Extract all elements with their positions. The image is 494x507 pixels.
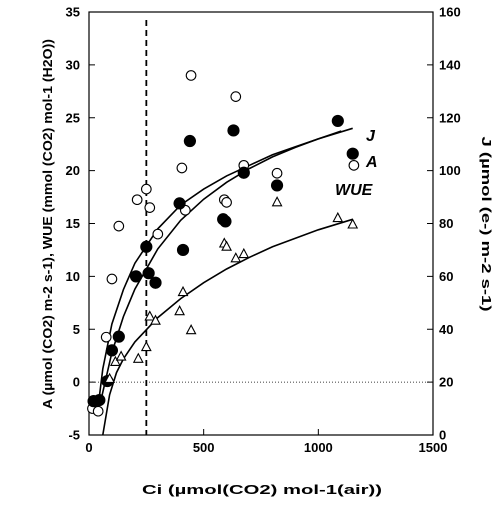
point-a bbox=[140, 240, 153, 253]
y-left-tick-label: 25 bbox=[66, 110, 80, 125]
curve-label-a: A bbox=[365, 154, 378, 171]
y-left-tick-label: 30 bbox=[66, 57, 80, 72]
point-wue bbox=[104, 372, 116, 383]
point-a bbox=[227, 124, 240, 137]
point-a bbox=[105, 344, 119, 357]
tick-labels: 0 500 1000 1500 -5 0 5 10 15 20 25 30 35 0 20 40 60 80 100… bbox=[66, 5, 461, 456]
point-a bbox=[183, 134, 197, 148]
point-wue bbox=[115, 350, 127, 361]
point-j bbox=[152, 228, 164, 240]
reference-lines bbox=[89, 20, 433, 435]
point-wue bbox=[132, 352, 144, 363]
y-left-tick-label: 35 bbox=[66, 5, 80, 20]
point-wue bbox=[177, 285, 189, 297]
point-a bbox=[93, 394, 106, 407]
point-j bbox=[348, 159, 360, 171]
point-a bbox=[219, 215, 232, 228]
point-wue bbox=[140, 340, 152, 352]
y-right-tick-label: 140 bbox=[439, 57, 461, 72]
point-a bbox=[331, 114, 344, 128]
point-a bbox=[142, 267, 155, 280]
point-j bbox=[131, 194, 143, 206]
point-wue bbox=[221, 240, 233, 251]
point-a bbox=[270, 179, 284, 192]
point-j bbox=[230, 91, 242, 102]
y-left-tick-label: 0 bbox=[73, 375, 80, 390]
point-j bbox=[106, 273, 118, 285]
point-wue bbox=[332, 211, 344, 223]
curve-label-wue: WUE bbox=[335, 182, 374, 199]
point-a bbox=[149, 276, 162, 289]
point-j bbox=[221, 197, 232, 208]
fit-curve-wue bbox=[102, 218, 353, 436]
point-wue bbox=[230, 252, 242, 263]
point-a bbox=[346, 147, 359, 160]
y-right-tick-label: 120 bbox=[439, 110, 461, 125]
y-right-tick-label: 100 bbox=[439, 163, 461, 178]
y-right-tick-label: 80 bbox=[439, 216, 453, 231]
point-wue bbox=[238, 247, 250, 259]
plot-frame bbox=[88, 11, 434, 436]
point-wue bbox=[109, 355, 121, 366]
point-j bbox=[185, 70, 197, 81]
x-tick-label: 1000 bbox=[304, 440, 333, 455]
y-right-tick-label: 20 bbox=[439, 375, 453, 390]
fit-curve-j bbox=[97, 130, 342, 406]
fit-curves bbox=[97, 127, 353, 436]
point-j bbox=[140, 183, 152, 195]
x-tick-label: 1500 bbox=[419, 440, 448, 455]
y-left-tick-label: 5 bbox=[73, 322, 80, 337]
point-j bbox=[176, 162, 188, 174]
point-j bbox=[271, 167, 283, 179]
point-j bbox=[144, 202, 156, 213]
point-a bbox=[112, 330, 125, 343]
right-axis-title: J (µmol (e-) m-2 s-1) bbox=[479, 137, 493, 312]
point-a bbox=[129, 270, 143, 283]
plot-border bbox=[88, 11, 434, 436]
y-left-tick-label: 10 bbox=[66, 269, 80, 284]
left-axis-title: A (µmol (CO2) m-2 s-1), WUE (mmol (CO2) … bbox=[41, 39, 55, 409]
y-right-tick-label: 160 bbox=[439, 5, 461, 20]
point-a bbox=[176, 243, 190, 257]
y-left-tick-label: 15 bbox=[66, 216, 80, 231]
point-wue bbox=[150, 314, 161, 325]
x-tick-label: 0 bbox=[85, 440, 92, 455]
point-j bbox=[113, 220, 125, 232]
x-axis-title: Ci (µmol(CO2) mol-1(air)) bbox=[142, 483, 382, 497]
point-j bbox=[92, 405, 104, 417]
curve-label-j: J bbox=[366, 128, 376, 145]
axis-ticks bbox=[88, 11, 434, 436]
point-wue bbox=[347, 218, 359, 229]
y-left-tick-label: 20 bbox=[66, 163, 80, 178]
point-wue bbox=[271, 196, 283, 207]
y-right-tick-label: 40 bbox=[439, 322, 453, 337]
data-markers bbox=[87, 70, 360, 417]
fit-curve-a bbox=[99, 127, 353, 403]
point-wue bbox=[185, 324, 197, 335]
y-right-tick-label: 0 bbox=[439, 428, 446, 443]
point-j bbox=[100, 331, 112, 343]
x-tick-label: 500 bbox=[193, 440, 215, 455]
point-wue bbox=[144, 310, 156, 321]
point-a bbox=[173, 197, 186, 210]
point-a bbox=[237, 166, 250, 179]
y-right-tick-label: 60 bbox=[439, 269, 453, 284]
y-left-tick-label: -5 bbox=[68, 428, 80, 443]
point-wue bbox=[174, 305, 186, 316]
